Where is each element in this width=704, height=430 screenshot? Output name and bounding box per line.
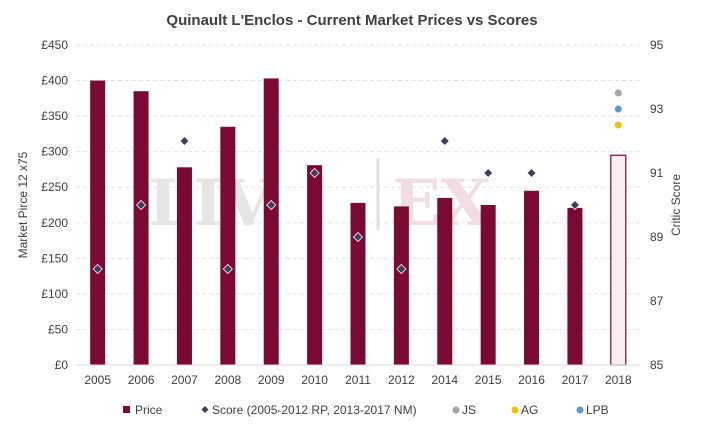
score-marker: [266, 199, 277, 211]
score-marker: [483, 167, 494, 179]
y-tick-label: £250: [41, 180, 68, 194]
price-bar: [220, 126, 236, 366]
x-tick-label: 2008: [214, 373, 241, 387]
y-tick-label: £50: [48, 322, 68, 336]
chart-title: Quinault L'Enclos - Current Market Price…: [166, 12, 537, 29]
legend-ag-swatch: [511, 406, 519, 414]
y-tick-label: £450: [41, 38, 68, 52]
legend-js-label: JS: [462, 403, 476, 417]
legend-lpb-swatch: [576, 406, 584, 414]
x-tick-label: 2006: [128, 373, 155, 387]
x-tick-label: 2007: [171, 373, 198, 387]
y-tick-label: £300: [41, 145, 68, 159]
score-marker: [569, 199, 580, 211]
price-bar: [393, 206, 409, 365]
y-axis-label: Market Pirce 12 x75: [16, 151, 30, 258]
y-tick-label: £200: [41, 216, 68, 230]
legend: Price Score (2005-2012 RP, 2013-2017 NM)…: [123, 403, 609, 417]
legend-item-js: JS: [452, 403, 476, 417]
score-marker: [179, 135, 190, 147]
watermark-liv: LIV: [148, 166, 274, 241]
x-tick-label: 2010: [301, 373, 328, 387]
x-tick-label: 2015: [475, 373, 502, 387]
critic-points: [614, 89, 622, 129]
legend-item-price: Price: [123, 403, 163, 417]
legend-item-lpb: LPB: [576, 403, 609, 417]
critic-point-ag: [614, 121, 622, 129]
y-tick-label: £400: [41, 74, 68, 88]
price-bar: [350, 202, 366, 365]
legend-score-swatch: [201, 406, 209, 413]
price-bar: [90, 80, 106, 366]
y-tick-label: £0: [55, 358, 69, 372]
price-bar: [567, 207, 583, 365]
y2-tick-label: 91: [650, 166, 664, 180]
price-bar: [524, 190, 540, 365]
price-bar: [176, 167, 192, 365]
score-markers: [92, 135, 580, 275]
y-tick-label: £350: [41, 109, 68, 123]
score-marker: [222, 263, 233, 275]
score-marker: [92, 263, 103, 275]
legend-price-label: Price: [135, 403, 163, 417]
legend-item-ag: AG: [511, 403, 538, 417]
score-marker: [309, 167, 320, 179]
legend-price-swatch: [123, 406, 130, 413]
y-tick-label: £100: [41, 287, 68, 301]
legend-js-swatch: [452, 406, 460, 414]
legend-score-label: Score (2005-2012 RP, 2013-2017 NM): [212, 403, 417, 417]
y2-axis-label: Critic Score: [669, 174, 683, 236]
legend-ag-label: AG: [521, 403, 538, 417]
price-bar: [437, 197, 453, 365]
price-bar: [307, 165, 323, 365]
price-bar: [133, 91, 149, 365]
legend-item-score: Score (2005-2012 RP, 2013-2017 NM): [201, 403, 417, 417]
x-tick-label: 2017: [562, 373, 589, 387]
score-marker: [526, 167, 537, 179]
price-bar: [610, 154, 627, 366]
y2-tick-label: 95: [650, 38, 664, 52]
left-axis-ticks: £0 £50 £100 £150 £200 £250 £300 £350 £400 £450: [41, 38, 68, 372]
score-marker: [136, 199, 147, 211]
y2-tick-label: 85: [650, 358, 664, 372]
critic-point-js: [614, 89, 622, 97]
x-tick-label: 2005: [84, 373, 111, 387]
price-bar: [263, 78, 279, 365]
price-bar: [480, 205, 496, 365]
y2-tick-label: 93: [650, 102, 664, 116]
legend-lpb-label: LPB: [586, 403, 609, 417]
critic-point-lpb: [614, 105, 622, 113]
score-marker: [352, 231, 364, 243]
right-axis-ticks: 85 87 89 91 93 95: [650, 38, 664, 372]
y2-tick-label: 87: [650, 294, 664, 308]
x-tick-label: 2016: [518, 373, 545, 387]
y2-tick-label: 89: [650, 230, 664, 244]
x-tick-label: 2012: [388, 373, 415, 387]
score-marker: [396, 263, 407, 275]
score-marker: [439, 135, 450, 147]
x-tick-label: 2014: [431, 373, 458, 387]
x-tick-label: 2009: [258, 373, 285, 387]
y-tick-label: £150: [41, 251, 68, 265]
x-tick-label: 2018: [605, 373, 632, 387]
x-axis-ticks: 2005 2006 2007 2008 2009 2010 2011 2012 2014 2015…: [84, 373, 632, 387]
x-tick-label: 2011: [345, 373, 371, 387]
